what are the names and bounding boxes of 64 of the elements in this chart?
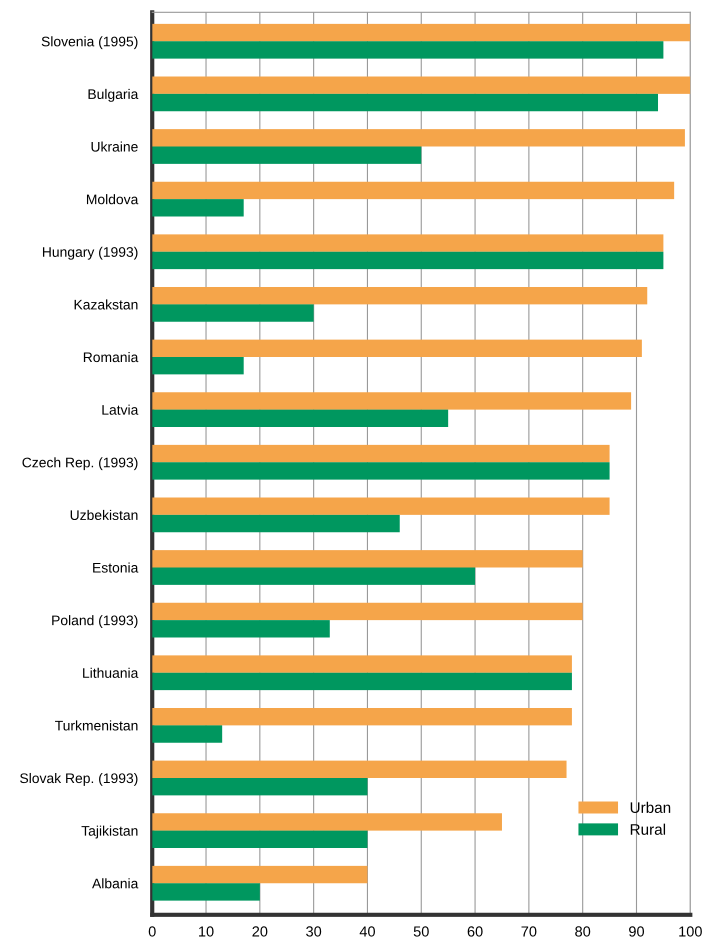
bar [152,199,244,216]
x-tick-label: 50 [414,926,429,937]
bar [152,550,583,568]
y-tick-label: Turkmenistan [55,720,138,731]
bar [152,498,610,515]
bar [152,602,583,620]
bar [152,883,260,901]
bar [152,24,690,42]
bar [152,340,642,357]
x-tick-label: 90 [629,926,644,937]
x-tick-label: 40 [360,926,375,937]
y-tick-label: Romania [84,352,138,362]
bar [152,41,664,59]
y-tick-label: Slovenia (1995) [42,36,138,50]
y-tick-label: Lithuania [83,668,138,678]
y-tick-label: Estonia [93,562,138,573]
y-tick-label: Czech Rep. (1993) [22,457,138,470]
legend-label: Rural [630,824,666,835]
bar [152,830,368,848]
bar [152,813,502,831]
y-tick-label: Hungary (1993) [42,246,138,260]
y-tick-label: Poland (1993) [52,615,138,628]
y-tick-label: Latvia [102,404,138,415]
bar [152,778,368,796]
bar [152,182,674,200]
y-tick-label: Moldova [86,194,138,204]
x-tick-label: 80 [575,926,590,937]
bar [152,234,664,252]
bar [152,287,648,304]
y-tick-label: Kazakstan [74,299,138,310]
bar [152,76,690,94]
y-tick-label: Bulgaria [88,88,138,102]
bar [152,672,572,690]
bar [152,462,610,480]
x-tick-label: 70 [522,926,536,937]
bar [152,304,314,322]
bar [152,725,222,743]
bar [152,567,476,585]
x-tick-label: 20 [252,926,268,937]
bar [152,866,368,884]
bar [152,444,610,462]
y-tick-label: Ukraine [92,141,138,152]
y-tick-label: Tajikistan [82,826,138,839]
x-tick-label: 100 [679,926,702,937]
bar [152,620,330,638]
x-tick-label: 10 [199,926,214,937]
y-tick-label: Uzbekistan [70,510,138,520]
y-tick-label: Slovak Rep. (1993) [20,772,138,786]
x-tick-label: 30 [306,926,322,937]
bar [152,146,422,164]
bar [152,514,400,532]
bar [152,129,685,146]
legend-label: Urban [630,802,670,813]
y-tick-label: Albania [92,878,138,888]
bar [152,392,632,410]
x-tick-label: 60 [468,926,483,937]
bar [152,655,572,673]
x-tick-label: 0 [148,926,156,937]
bar [152,760,567,778]
bar [152,410,448,427]
bar [152,252,664,270]
bar [152,356,244,374]
bar [152,708,572,726]
bar [152,94,658,112]
